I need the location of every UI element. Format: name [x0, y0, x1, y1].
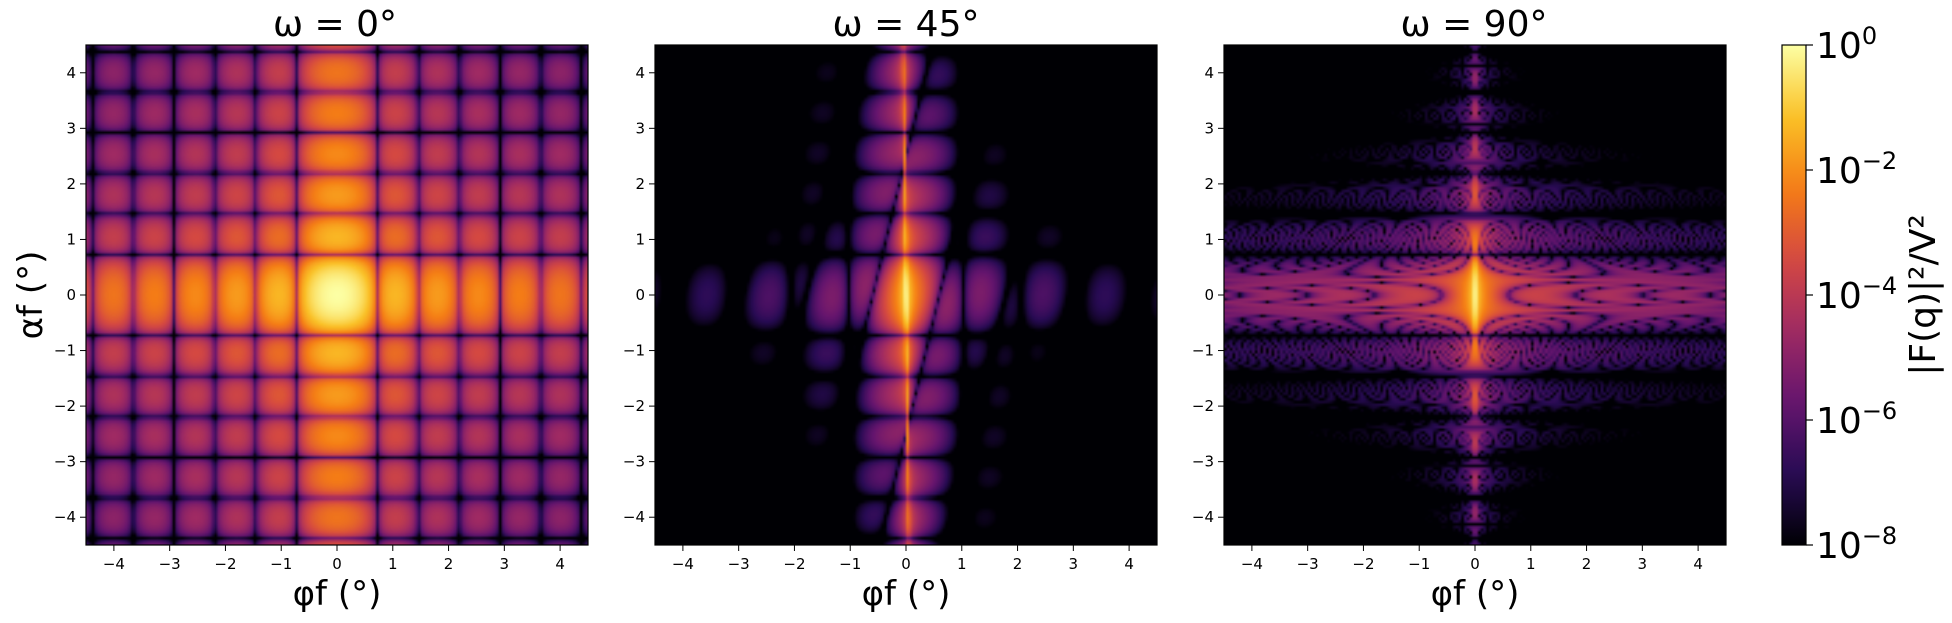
y-tick-label: 0 — [66, 286, 76, 304]
x-ticks: −4 −3 −2 −1 0 1 2 3 4 — [1241, 545, 1703, 573]
y-tick-label: −1 — [1192, 342, 1214, 360]
x-tick-label: −1 — [839, 555, 861, 573]
panel-title: ω = 45° — [832, 4, 979, 45]
y-tick-label: −4 — [54, 508, 76, 526]
y-tick-label: 3 — [635, 119, 645, 137]
x-tick-label: −4 — [672, 555, 694, 573]
x-axis-label: φf (°) — [862, 574, 951, 614]
y-tick-label: 4 — [66, 64, 76, 82]
y-tick-label: 0 — [635, 286, 645, 304]
x-tick-label: −2 — [783, 555, 805, 573]
x-tick-label: 4 — [1124, 555, 1134, 573]
x-tick-label: 3 — [500, 555, 510, 573]
colorbar-tick-label: 10−2 — [1816, 147, 1897, 192]
x-tick-label: −3 — [728, 555, 750, 573]
x-tick-label: 2 — [1582, 555, 1592, 573]
y-tick-label: 2 — [66, 175, 76, 193]
x-tick-label: 3 — [1069, 555, 1079, 573]
x-tick-label: 0 — [332, 555, 342, 573]
x-tick-label: −4 — [103, 555, 125, 573]
x-tick-label: 4 — [1693, 555, 1703, 573]
y-tick-label: −4 — [623, 508, 645, 526]
heatmap-image — [86, 45, 588, 545]
colorbar: 100 10−2 10−4 10−6 10−8 |F(q)|²/V² — [1781, 22, 1944, 567]
x-tick-label: −2 — [214, 555, 236, 573]
heatmap-image — [1224, 45, 1726, 545]
heatmap-raster — [86, 45, 588, 545]
colorbar-tick-label: 10−4 — [1816, 272, 1897, 317]
panel-omega-90: ω = 90° −4 −3 −2 −1 0 1 2 3 4 −4 −3 −2 −1 0 1 2 3 4 φf (… — [1192, 4, 1727, 614]
y-tick-label: −3 — [54, 453, 76, 471]
heatmap-raster — [655, 45, 1157, 545]
x-tick-label: −4 — [1241, 555, 1263, 573]
y-tick-label: −2 — [623, 397, 645, 415]
x-tick-label: 3 — [1638, 555, 1648, 573]
colorbar-tick-label: 10−6 — [1816, 397, 1897, 442]
colorbar-ticks: 100 10−2 10−4 10−6 10−8 — [1806, 22, 1897, 567]
y-tick-label: 4 — [635, 64, 645, 82]
panel-omega-45: ω = 45° −4 −3 −2 −1 0 1 2 3 4 −4 −3 −2 −1 0 1 2 3 4 φf (… — [623, 4, 1158, 614]
y-axis-label: αf (°) — [11, 251, 51, 340]
x-tick-label: −2 — [1352, 555, 1374, 573]
heatmap-raster — [1224, 45, 1726, 545]
y-ticks: −4 −3 −2 −1 0 1 2 3 4 — [623, 64, 655, 526]
y-tick-label: −1 — [54, 342, 76, 360]
x-tick-label: 2 — [1013, 555, 1023, 573]
x-axis-label: φf (°) — [293, 574, 382, 614]
panel-omega-0: ω = 0° −4 −3 −2 −1 0 1 2 3 4 −4 −3 −2 −1 0 1 2 3 4 φf (°… — [11, 4, 589, 614]
y-ticks: −4 −3 −2 −1 0 1 2 3 4 — [54, 64, 86, 526]
y-tick-label: 2 — [635, 175, 645, 193]
y-tick-label: 0 — [1204, 286, 1214, 304]
y-tick-label: −4 — [1192, 508, 1214, 526]
y-tick-label: −3 — [1192, 453, 1214, 471]
y-tick-label: 3 — [66, 119, 76, 137]
panel-title: ω = 0° — [273, 4, 397, 45]
y-tick-label: −3 — [623, 453, 645, 471]
x-tick-label: 4 — [555, 555, 565, 573]
x-tick-label: 1 — [1526, 555, 1536, 573]
y-tick-label: 1 — [66, 230, 76, 248]
x-tick-label: 1 — [388, 555, 398, 573]
colorbar-tick-label: 100 — [1816, 22, 1877, 67]
colorbar-label: |F(q)|²/V² — [1903, 214, 1944, 376]
x-tick-label: 0 — [1470, 555, 1480, 573]
y-tick-label: 4 — [1204, 64, 1214, 82]
y-tick-label: 1 — [1204, 230, 1214, 248]
y-tick-label: −1 — [623, 342, 645, 360]
x-tick-label: 2 — [444, 555, 454, 573]
x-tick-label: −3 — [159, 555, 181, 573]
panel-title: ω = 90° — [1400, 4, 1547, 45]
x-tick-label: −3 — [1297, 555, 1319, 573]
y-tick-label: 1 — [635, 230, 645, 248]
x-tick-label: 0 — [901, 555, 911, 573]
y-tick-label: 3 — [1204, 119, 1214, 137]
y-ticks: −4 −3 −2 −1 0 1 2 3 4 — [1192, 64, 1224, 526]
colorbar-tick-label: 10−8 — [1816, 522, 1897, 567]
x-axis-label: φf (°) — [1431, 574, 1520, 614]
x-tick-label: −1 — [270, 555, 292, 573]
y-tick-label: 2 — [1204, 175, 1214, 193]
y-tick-label: −2 — [1192, 397, 1214, 415]
x-ticks: −4 −3 −2 −1 0 1 2 3 4 — [672, 545, 1134, 573]
x-tick-label: −1 — [1408, 555, 1430, 573]
x-ticks: −4 −3 −2 −1 0 1 2 3 4 — [103, 545, 565, 573]
heatmap-image — [655, 45, 1157, 545]
colorbar-gradient — [1781, 44, 1807, 546]
y-tick-label: −2 — [54, 397, 76, 415]
x-tick-label: 1 — [957, 555, 967, 573]
